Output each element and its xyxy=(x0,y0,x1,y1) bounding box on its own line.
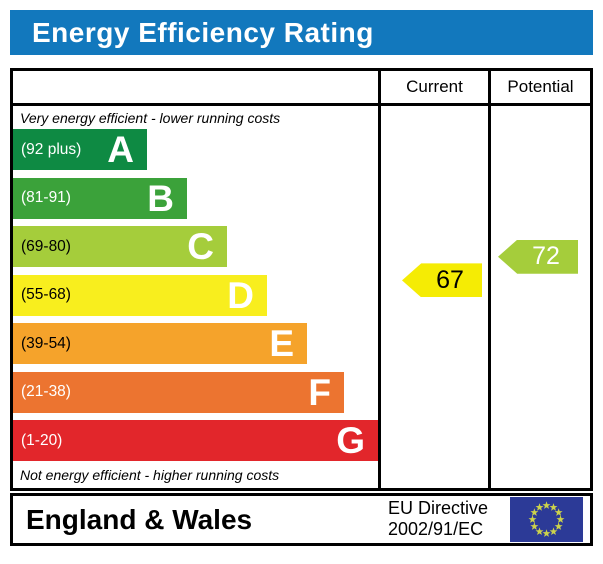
column-header-current: Current xyxy=(406,77,463,96)
eu-flag-icon xyxy=(510,497,583,542)
band-range-label: (69-80) xyxy=(21,237,71,255)
footer: England & Wales EU Directive 2002/91/EC xyxy=(10,493,593,546)
rating-table: Current Potential Very energy efficient … xyxy=(10,68,593,491)
column-header-potential: Potential xyxy=(507,77,574,96)
band-letter: A xyxy=(107,129,134,170)
eu-directive-line1: EU Directive xyxy=(388,498,489,518)
column-divider-potential xyxy=(488,71,491,488)
band-letter: D xyxy=(227,274,254,316)
eu-directive-label: EU Directive 2002/91/EC xyxy=(388,498,488,540)
band-range-label: (92 plus) xyxy=(21,140,82,158)
band-letter: B xyxy=(147,177,174,219)
band-range-label: (21-38) xyxy=(21,383,71,400)
band-f: (21-38) F xyxy=(13,371,344,413)
band-range-label: (1-20) xyxy=(21,431,63,449)
band-b: (81-91) B xyxy=(13,177,187,219)
top-note: Very energy efficient - lower running co… xyxy=(20,110,281,126)
current-rating-arrow: 67 xyxy=(402,263,482,298)
band-d: (55-68) D xyxy=(13,274,267,316)
band-range-label: (39-54) xyxy=(21,334,71,352)
bottom-note: Not energy efficient - higher running co… xyxy=(20,467,280,483)
chart-title: Energy Efficiency Rating xyxy=(32,16,374,48)
band-letter: C xyxy=(187,226,214,267)
band-letter: E xyxy=(269,323,294,364)
table-header-row: Current Potential xyxy=(13,71,590,106)
band-letter: F xyxy=(308,371,331,413)
potential-rating-arrow: 72 xyxy=(498,239,578,274)
band-range-label: (81-91) xyxy=(21,189,71,206)
region-label: England & Wales xyxy=(26,503,253,535)
eu-directive-line2: 2002/91/EC xyxy=(388,519,484,539)
epc-scale: Very energy efficient - lower running co… xyxy=(13,106,378,488)
band-e: (39-54) E xyxy=(13,323,307,364)
band-g: (1-20) G xyxy=(13,420,378,461)
chart-title-bar: Energy Efficiency Rating xyxy=(10,10,593,55)
column-divider-current xyxy=(378,71,381,488)
band-range-label: (55-68) xyxy=(21,286,71,303)
band-a: (92 plus) A xyxy=(13,129,147,170)
band-c: (69-80) C xyxy=(13,226,227,267)
band-letter: G xyxy=(336,420,365,461)
